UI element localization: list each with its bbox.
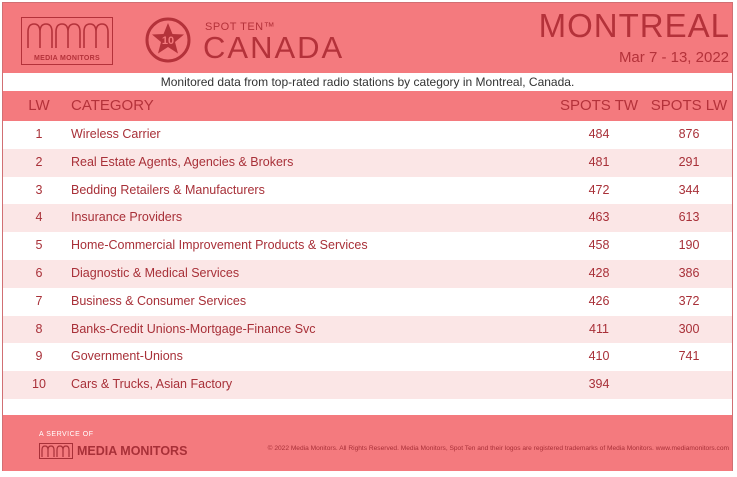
table-row: 1 Wireless Carrier 484 876 <box>3 121 732 149</box>
table-row: 10 Cars & Trucks, Asian Factory 394 <box>3 371 732 399</box>
column-header-category: CATEGORY <box>71 97 154 114</box>
cell-rank: 4 <box>35 210 43 225</box>
cell-spots-lw: 613 <box>678 210 700 225</box>
table-header: LW CATEGORY SPOTS TW SPOTS LW <box>3 91 732 121</box>
spot-ten-label: SPOT TEN™ <box>205 21 276 33</box>
cell-category: Government-Unions <box>71 349 183 364</box>
header-banner: MEDIA MONITORS 10 SPOT TEN™ CANADA MONTR… <box>3 3 732 73</box>
table-row: 3 Bedding Retailers & Manufacturers 472 … <box>3 177 732 205</box>
cell-spots-lw: 741 <box>678 349 700 364</box>
cell-spots-lw: 372 <box>678 293 700 308</box>
copyright-notice: © 2022 Media Monitors. All Rights Reserv… <box>267 445 729 452</box>
cell-spots-lw: 386 <box>678 265 700 280</box>
cell-spots-lw: 344 <box>678 182 700 197</box>
cell-category: Diagnostic & Medical Services <box>71 265 240 280</box>
city-title: MONTREAL <box>538 7 730 44</box>
cell-rank: 7 <box>35 293 43 308</box>
cell-spots-tw: 426 <box>588 293 610 308</box>
table-row: 7 Business & Consumer Services 426 372 <box>3 288 732 316</box>
star-badge-icon: 10 <box>145 17 191 63</box>
cell-category: Bedding Retailers & Manufacturers <box>71 182 265 197</box>
table-row: 4 Insurance Providers 463 613 <box>3 204 732 233</box>
service-label: A SERVICE OF <box>39 431 94 438</box>
cell-spots-tw: 394 <box>588 377 610 392</box>
cell-spots-tw: 410 <box>588 349 610 364</box>
cell-spots-tw: 428 <box>588 265 610 280</box>
spot-ten-badge: 10 <box>145 17 191 63</box>
cell-category: Insurance Providers <box>71 210 183 225</box>
cell-spots-lw: 190 <box>678 238 700 253</box>
cell-spots-tw: 484 <box>588 127 610 141</box>
cell-category: Home-Commercial Improvement Products & S… <box>71 238 368 253</box>
report-frame: MEDIA MONITORS 10 SPOT TEN™ CANADA MONTR… <box>2 2 733 471</box>
cell-spots-tw: 472 <box>588 182 610 197</box>
cell-spots-lw: 876 <box>678 127 700 141</box>
cell-category: Wireless Carrier <box>71 127 161 141</box>
cell-spots-tw: 463 <box>588 210 610 225</box>
waveform-icon <box>27 23 109 48</box>
cell-rank: 3 <box>35 182 43 197</box>
cell-rank: 6 <box>35 265 43 280</box>
table-row: 8 Banks-Credit Unions-Mortgage-Finance S… <box>3 315 732 344</box>
footer-banner: A SERVICE OF MEDIA MONITORS © 2022 Media… <box>3 415 732 471</box>
cell-rank: 8 <box>35 321 43 336</box>
cell-category: Banks-Credit Unions-Mortgage-Finance Svc <box>71 321 316 336</box>
column-header-spots-tw: SPOTS TW <box>559 97 639 114</box>
table-row: 6 Diagnostic & Medical Services 428 386 <box>3 259 732 288</box>
table-row: 2 Real Estate Agents, Agencies & Brokers… <box>3 148 732 177</box>
column-header-spots-lw: SPOTS LW <box>650 97 728 114</box>
column-header-lw: LW <box>28 97 50 114</box>
cell-rank: 2 <box>35 154 43 169</box>
footer-wordmark: MEDIA MONITORS <box>77 444 188 458</box>
cell-rank: 1 <box>35 127 43 141</box>
cell-spots-tw: 411 <box>589 321 609 336</box>
table-row: 5 Home-Commercial Improvement Products &… <box>3 232 732 260</box>
cell-spots-tw: 481 <box>588 154 610 169</box>
cell-rank: 10 <box>32 377 46 392</box>
cell-rank: 5 <box>35 238 43 253</box>
cell-spots-tw: 458 <box>588 238 610 253</box>
cell-spots-lw: 300 <box>678 321 700 336</box>
table-row: 9 Government-Unions 410 741 <box>3 343 732 371</box>
cell-category: Real Estate Agents, Agencies & Brokers <box>71 154 294 169</box>
date-range: Mar 7 - 13, 2022 <box>618 49 729 66</box>
waveform-icon <box>39 443 73 459</box>
table-body: 1 Wireless Carrier 484 876 2 Real Estate… <box>3 121 732 399</box>
cell-category: Business & Consumer Services <box>71 293 247 308</box>
cell-spots-lw: 291 <box>678 154 700 169</box>
logo-wordmark: MEDIA MONITORS <box>33 55 101 62</box>
cell-category: Cars & Trucks, Asian Factory <box>71 377 233 392</box>
media-monitors-logo: MEDIA MONITORS <box>21 17 113 65</box>
country-title: CANADA <box>203 30 345 65</box>
subtitle: Monitored data from top-rated radio stat… <box>160 75 575 89</box>
badge-number: 10 <box>162 35 174 47</box>
cell-rank: 9 <box>35 349 43 364</box>
